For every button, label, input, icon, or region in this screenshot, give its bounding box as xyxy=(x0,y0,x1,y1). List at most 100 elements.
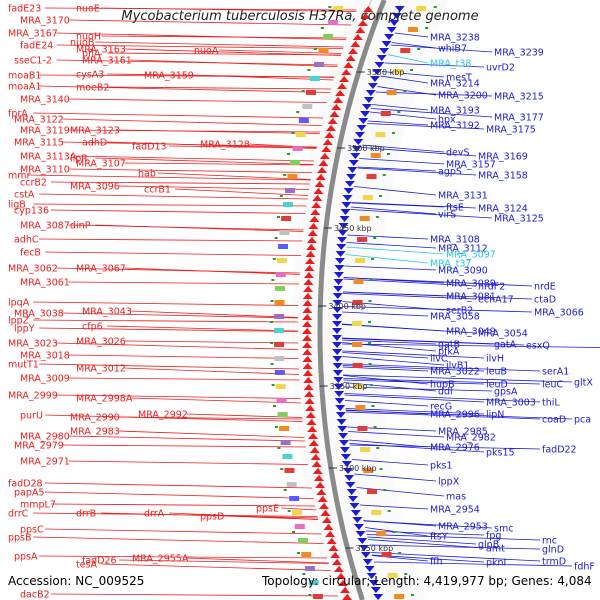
reverse-gene-arrow xyxy=(360,552,371,558)
forward-gene-arrow xyxy=(317,496,328,502)
forward-gene-arrow xyxy=(333,97,344,103)
gene-label-forward: MRA_3170 xyxy=(20,16,70,27)
reverse-gene-arrow xyxy=(369,76,380,82)
gene-label-forward: MRA_3012 xyxy=(76,364,126,375)
gene-label-reverse: nrdF2 xyxy=(478,282,505,293)
gene-label-reverse: ilvB1 xyxy=(446,361,469,372)
forward-gene-arrow xyxy=(317,167,328,173)
gene-label-forward: ccrB2 xyxy=(20,178,47,189)
reverse-gene-arrow xyxy=(341,202,352,208)
forward-gene-arrow xyxy=(319,503,330,509)
forward-gene-arrow xyxy=(304,258,315,264)
gene-label-reverse: serB2 xyxy=(446,306,473,317)
reverse-gene-arrow xyxy=(332,363,343,369)
gene-label-reverse: MRA_3214 xyxy=(430,79,480,90)
reverse-gene-arrow xyxy=(338,433,349,439)
gene-label-reverse: MRA_3054 xyxy=(478,329,528,340)
reverse-gene-arrow xyxy=(359,545,370,551)
gene-label-reverse: esxQ xyxy=(526,341,550,352)
gene-label-reverse: MRA_3157 xyxy=(446,160,496,171)
forward-gene-arrow xyxy=(303,272,314,278)
forward-gene-arrow xyxy=(302,307,313,313)
reverse-strand-features xyxy=(332,6,437,600)
forward-gene-arrow xyxy=(357,20,368,26)
gene-label-forward: MRA_2979 xyxy=(14,441,64,452)
reverse-gene-arrow xyxy=(353,524,364,530)
forward-gene-arrow xyxy=(302,363,313,369)
gene-label-forward: mmpL7 xyxy=(20,500,56,511)
forward-gene-arrow xyxy=(321,517,332,523)
reverse-gene-arrow xyxy=(362,559,373,565)
gene-label-forward: MRA_3161 xyxy=(82,56,132,67)
forward-gene-arrow xyxy=(322,139,333,145)
reverse-gene-arrow xyxy=(354,132,365,138)
reverse-gene-arrow xyxy=(384,34,395,40)
reverse-gene-arrow xyxy=(367,83,378,89)
forward-gene-arrow xyxy=(339,76,350,82)
gene-label-forward: tesA xyxy=(76,560,98,571)
reverse-gene-arrow xyxy=(332,300,343,306)
forward-gene-arrow xyxy=(327,118,338,124)
gene-label-forward: adhC xyxy=(14,235,39,246)
gene-label-forward: cfp6 xyxy=(82,322,103,333)
reverse-gene-arrow xyxy=(358,118,369,124)
reverse-gene-arrow xyxy=(391,13,402,19)
forward-gene-arrow xyxy=(343,62,354,68)
forward-gene-arrow xyxy=(332,559,343,565)
gene-label-forward: MRA_3067 xyxy=(76,264,126,275)
forward-gene-arrow xyxy=(360,13,371,19)
gene-label-reverse: MRA_3124 xyxy=(478,204,528,215)
gene-label-reverse: MRA_2976 xyxy=(430,443,480,454)
gene-label-reverse: ftsY xyxy=(430,532,448,543)
forward-gene-arrow xyxy=(307,426,318,432)
forward-gene-arrow xyxy=(308,440,319,446)
forward-gene-arrow xyxy=(324,132,335,138)
gene-label-reverse: ctaD xyxy=(534,295,556,306)
gene-label-forward: hab xyxy=(138,169,156,180)
ruler-tick-label: 3350 kbp xyxy=(330,382,368,391)
ruler-tick-label: 3300 kbp xyxy=(339,464,377,473)
gene-label-forward: dacB2 xyxy=(20,590,50,600)
gene-label-reverse: MRA_3081 xyxy=(446,292,496,303)
reverse-gene-arrow xyxy=(350,153,361,159)
topology-text: Topology: circular; Length: 4,419,977 bp… xyxy=(262,574,592,588)
gene-label-reverse: pknI xyxy=(486,558,506,569)
reverse-gene-arrow xyxy=(333,272,344,278)
gene-label-forward: fadE23 xyxy=(8,4,41,15)
gene-label-reverse: MRA_2996 xyxy=(430,410,480,421)
reverse-gene-arrow xyxy=(363,97,374,103)
gene-label-reverse: thiL xyxy=(542,398,560,409)
gene-label-reverse: MRA_3108 xyxy=(430,235,480,246)
reverse-gene-arrow xyxy=(339,447,350,453)
reverse-gene-arrow xyxy=(332,349,343,355)
forward-gene-arrow xyxy=(307,230,318,236)
gene-label-reverse: MRA_3175 xyxy=(486,125,536,136)
gene-label-reverse: lipN xyxy=(486,410,504,421)
gene-label-forward: cysA3 xyxy=(76,70,104,81)
gene-label-forward: MRA_3087 xyxy=(20,221,70,232)
forward-gene-arrow xyxy=(302,356,313,362)
forward-gene-arrow xyxy=(309,216,320,222)
reverse-gene-arrow xyxy=(389,20,400,26)
forward-gene-arrow xyxy=(325,125,336,131)
reverse-gene-arrow xyxy=(336,419,347,425)
gene-label-reverse: MRA_3131 xyxy=(438,191,488,202)
gene-label-forward: MRA_3140 xyxy=(20,95,70,106)
forward-gene-arrow xyxy=(350,41,361,47)
gene-label-reverse: MRA_3058 xyxy=(430,312,480,323)
gene-label-reverse: serA1 xyxy=(542,367,569,378)
reverse-gene-arrow xyxy=(348,496,359,502)
reverse-gene-arrow xyxy=(335,251,346,257)
gene-label-reverse: MRA_3169 xyxy=(478,152,528,163)
gene-label-reverse: uvrD2 xyxy=(486,63,515,74)
forward-gene-arrow xyxy=(345,55,356,61)
reverse-gene-arrow xyxy=(357,538,368,544)
gene-label-reverse: hupB xyxy=(430,380,455,391)
forward-gene-arrow xyxy=(306,419,317,425)
gene-label-forward: MRA_2980 xyxy=(20,432,70,443)
gene-label-forward: pflA xyxy=(82,49,101,60)
gene-label-reverse: smc xyxy=(494,524,513,535)
forward-gene-arrow xyxy=(315,174,326,180)
reverse-gene-arrow xyxy=(332,314,343,320)
forward-gene-arrow xyxy=(304,398,315,404)
